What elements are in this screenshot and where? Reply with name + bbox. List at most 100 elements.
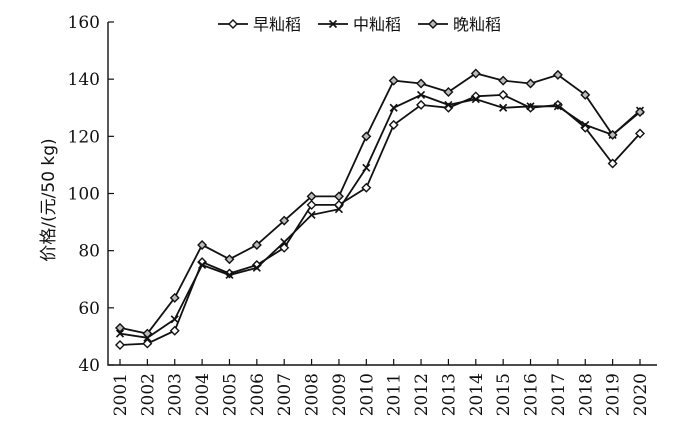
x-tick-label: 2020 [631,373,651,416]
data-point [498,75,509,86]
data-point [444,100,453,109]
x-tick-label: 2013 [439,373,459,416]
legend-marker [428,19,438,29]
data-point [142,338,153,349]
y-axis-ticks: 40 60 80 100 120 140 160 [68,13,114,376]
data-point [526,102,535,111]
data-point [525,102,536,113]
data-point [416,99,427,110]
data-point [635,107,645,118]
data-point [198,260,207,270]
legend: 早籼稻 中籼稻 晚籼稻 [218,15,501,34]
legend-item: 晚籼稻 [418,15,501,34]
data-point [388,75,399,86]
x-tick-label: 2004 [193,373,213,416]
data-point [470,91,481,102]
series-3 [115,68,645,339]
series-1 [115,89,645,350]
series-layer [115,68,645,350]
legend-label: 晚籼稻 [453,15,501,34]
y-tick-label: 100 [68,185,100,205]
data-point [443,102,454,113]
plot-frame-axes [107,22,657,366]
data-point [334,205,344,214]
data-point [251,239,262,250]
data-point [389,103,398,112]
x-tick-label: 2001 [111,373,131,416]
data-point [224,254,235,265]
data-point [470,68,481,79]
x-tick-label: 2009 [330,373,350,416]
data-point [115,340,125,350]
y-tick-label: 80 [78,242,100,262]
x-tick-label: 2002 [138,373,158,416]
x-tick-label: 2019 [604,373,624,416]
data-point [279,242,290,253]
x-tick-label: 2007 [275,373,295,416]
data-point [169,292,180,303]
legend-label: 早籼稻 [253,15,301,34]
data-point [169,325,180,336]
data-point [499,103,508,112]
x-tick-label: 2011 [385,373,405,416]
data-point [361,182,372,193]
data-point [635,128,645,139]
data-point [252,263,261,272]
legend-marker [228,19,238,29]
data-point [361,131,372,142]
x-tick-label: 2010 [357,373,377,416]
data-point [443,87,454,98]
x-tick-label: 2003 [166,373,186,416]
x-tick-label: 2014 [467,373,487,416]
series-line [119,72,641,335]
y-tick-label: 40 [78,356,100,376]
data-point [170,315,179,324]
y-tick-label: 140 [68,70,100,90]
data-point [142,328,153,339]
y-tick-label: 60 [78,299,100,319]
axes [107,22,657,366]
series-line [119,93,641,346]
legend-item: 早籼稻 [218,15,301,34]
data-point [197,239,208,250]
data-point [115,329,125,338]
data-point [525,78,536,89]
x-tick-label: 2015 [494,373,514,416]
data-point [115,322,125,333]
y-tick-label: 120 [68,127,100,147]
data-point [388,119,399,130]
data-point [580,89,591,100]
legend-marker [328,19,338,29]
data-point [280,238,289,247]
x-tick-label: 2017 [549,373,569,416]
data-point [333,191,344,202]
data-point [553,102,562,111]
x-axis-ticks: 2001 2002 2003 2004 2005 2006 2007 2008 2009 2010… [111,359,651,416]
data-point [307,210,316,220]
data-point [279,215,290,226]
data-point [416,78,427,89]
x-tick-label: 2008 [303,373,323,416]
series-line [119,93,641,339]
data-point [471,95,480,104]
data-point [581,120,590,129]
data-point [306,191,317,202]
x-tick-label: 2018 [576,373,596,416]
legend-item: 中籼稻 [318,15,401,34]
legend-label: 中籼稻 [353,15,401,34]
data-point [306,199,317,210]
data-point [607,158,618,169]
data-point [225,270,234,280]
y-axis-title: 价格/(元/50 kg) [39,138,59,261]
data-point [498,89,509,100]
y-tick-label: 160 [68,13,100,33]
x-tick-label: 2012 [412,373,432,416]
x-tick-label: 2016 [522,373,542,416]
data-point [362,163,371,172]
x-tick-label: 2005 [220,373,240,416]
data-point [552,69,563,80]
data-point [607,129,618,140]
data-point [416,90,426,99]
x-tick-label: 2006 [248,373,268,416]
